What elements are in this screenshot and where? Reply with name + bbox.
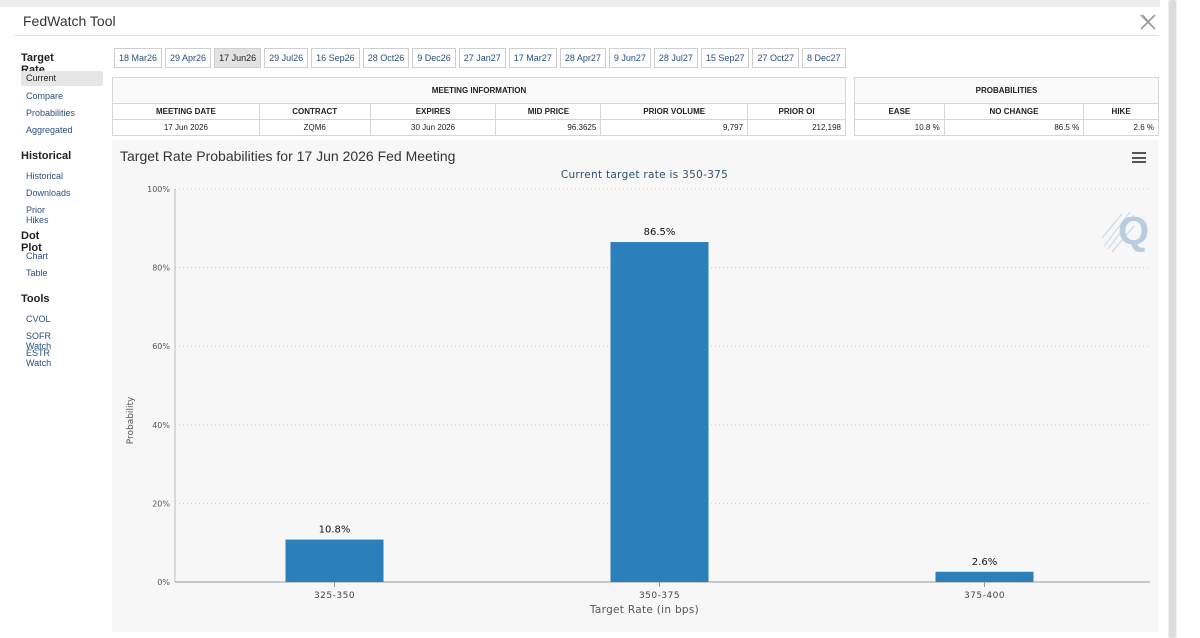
tab-16-sep26[interactable]: 16 Sep26 (311, 48, 360, 68)
chart-menu-icon[interactable] (1132, 152, 1146, 163)
chart-subtitle: Current target rate is 350-375 (561, 169, 728, 181)
y-axis-label: Probability (126, 396, 136, 444)
header-prior-oi: PRIOR OI (747, 103, 846, 120)
sidebar-item-current[interactable]: Current (21, 71, 103, 86)
tab-28-apr27[interactable]: 28 Apr27 (559, 48, 606, 68)
meeting-information-caption: MEETING INFORMATION (112, 77, 846, 104)
quikstrike-logo-icon: Q (1101, 209, 1149, 253)
tab-29-apr26[interactable]: 29 Apr26 (165, 48, 212, 68)
header-ease: EASE (854, 103, 945, 120)
probabilities-caption: PROBABILITIES (854, 77, 1159, 104)
header-hike: HIKE (1083, 103, 1159, 120)
tab-15-sep27[interactable]: 15 Sep27 (700, 48, 750, 68)
sidebar-item-historical[interactable]: Historical (26, 171, 64, 181)
sidebar-item-chart[interactable]: Chart (26, 251, 49, 261)
top-strip (0, 0, 1160, 7)
probabilities-table: PROBABILITIES EASE NO CHANGE HIKE 10.8 %… (854, 77, 1159, 136)
scrollbar[interactable] (1168, 0, 1177, 638)
y-tick-label: 0% (157, 578, 170, 587)
tab-9-dec26[interactable]: 9 Dec26 (412, 48, 456, 68)
meeting-information-table: MEETING INFORMATION MEETING DATE CONTRAC… (112, 77, 846, 136)
header-divider (14, 35, 1158, 36)
data-label: 10.8% (319, 525, 351, 536)
y-tick-label: 40% (152, 421, 170, 430)
tab-27-oct27[interactable]: 27 Oct27 (752, 48, 799, 68)
app-title: FedWatch Tool (23, 13, 116, 29)
data-label: 2.6% (972, 557, 997, 568)
sidebar-heading-tools: Tools (21, 293, 50, 305)
sidebar-heading-dot-plot: Dot Plot (21, 230, 42, 254)
x-tick-label: 350-375 (639, 591, 680, 601)
x-tick-label: 325-350 (314, 591, 355, 601)
sidebar-item-prior-hikes[interactable]: Prior Hikes (26, 205, 49, 225)
sidebar-item-table[interactable]: Table (26, 268, 48, 278)
tab-17-mar27[interactable]: 17 Mar27 (508, 48, 557, 68)
close-icon[interactable] (1138, 12, 1158, 32)
data-label: 86.5% (644, 227, 676, 238)
tab-28-oct26[interactable]: 28 Oct26 (362, 48, 410, 68)
sidebar-item-probabilities[interactable]: Probabilities (26, 108, 76, 118)
bar-375-400 (935, 571, 1034, 582)
sidebar-item-downloads[interactable]: Downloads (26, 188, 71, 198)
tab-18-mar26[interactable]: 18 Mar26 (114, 48, 163, 68)
x-axis-label: Target Rate (in bps) (589, 604, 699, 616)
value-prior-volume: 9,797 (600, 119, 749, 136)
header-expires: EXPIRES (369, 103, 497, 120)
chart-panel: Target Rate Probabilities for 17 Jun 202… (112, 140, 1158, 632)
sidebar-item-estr-watch[interactable]: ESTR Watch (26, 348, 52, 368)
header-contract: CONTRACT (258, 103, 371, 120)
tab-8-dec27[interactable]: 8 Dec27 (802, 48, 846, 68)
sidebar-heading-historical: Historical (21, 150, 72, 162)
sidebar-item-sofr-watch[interactable]: SOFR Watch (26, 331, 52, 351)
tab-17-jun26[interactable]: 17 Jun26 (214, 48, 262, 68)
header-meeting-date: MEETING DATE (112, 103, 260, 120)
header-mid-price: MID PRICE (495, 103, 602, 120)
tab-9-jun27[interactable]: 9 Jun27 (608, 48, 651, 68)
chart-title: Target Rate Probabilities for 17 Jun 202… (120, 148, 456, 164)
tab-29-jul26[interactable]: 29 Jul26 (264, 48, 309, 68)
y-tick-label: 80% (152, 264, 170, 273)
value-no-change: 86.5 % (943, 119, 1085, 136)
value-prior-oi: 212,198 (747, 119, 846, 136)
meeting-date-tabs: 18 Mar26 29 Apr26 17 Jun26 29 Jul26 16 S… (114, 48, 846, 68)
scrollbar-thumb[interactable] (1169, 0, 1176, 638)
value-ease: 10.8 % (854, 119, 945, 136)
header-prior-volume: PRIOR VOLUME (600, 103, 749, 120)
value-expires: 30 Jun 2026 (369, 119, 497, 136)
y-tick-label: 100% (147, 185, 170, 194)
probability-bar-chart: Current target rate is 350-375 0% 20% 40% 60… (126, 169, 1150, 616)
sidebar-item-cvol[interactable]: CVOL (26, 314, 51, 324)
bar-325-350 (285, 539, 384, 582)
bar-350-375 (610, 242, 709, 582)
sidebar-item-compare[interactable]: Compare (26, 91, 64, 101)
svg-text:Q: Q (1118, 209, 1149, 253)
y-tick-label: 20% (152, 499, 170, 508)
value-contract: ZQM6 (258, 119, 371, 136)
tab-28-jul27[interactable]: 28 Jul27 (653, 48, 698, 68)
value-hike: 2.6 % (1083, 119, 1159, 136)
value-meeting-date: 17 Jun 2026 (112, 119, 260, 136)
y-tick-label: 60% (152, 342, 170, 351)
value-mid-price: 96.3625 (495, 119, 602, 136)
sidebar-item-aggregated[interactable]: Aggregated (26, 125, 73, 135)
x-tick-label: 375-400 (964, 591, 1005, 601)
header-no-change: NO CHANGE (943, 103, 1085, 120)
tab-27-jan27[interactable]: 27 Jan27 (458, 48, 506, 68)
